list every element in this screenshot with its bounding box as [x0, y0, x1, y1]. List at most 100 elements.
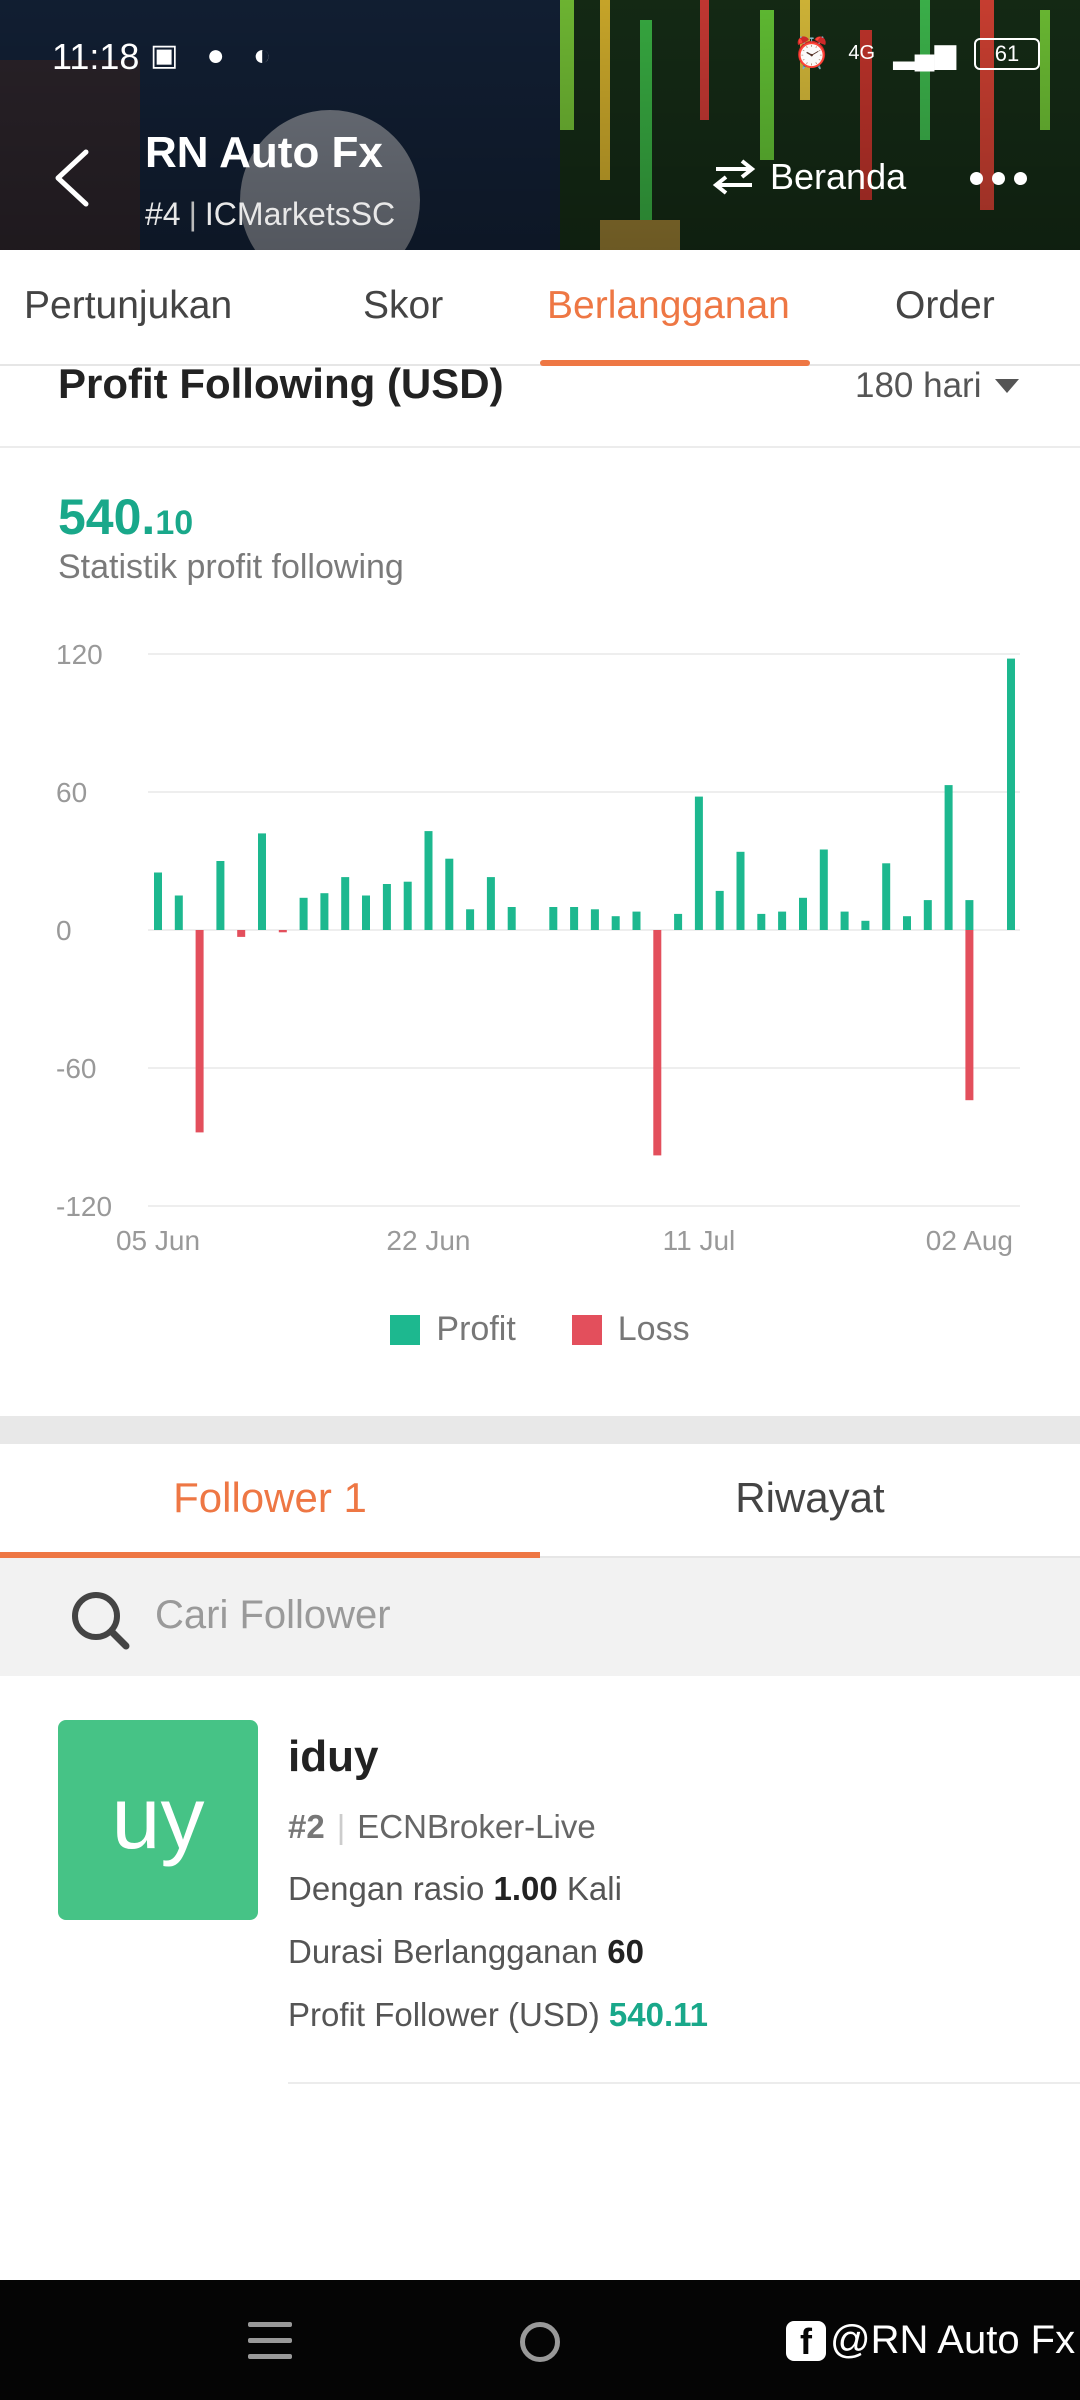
follower-rank: #2 [288, 1808, 325, 1845]
loss-bar [653, 930, 662, 1156]
tab-order[interactable]: Order [895, 284, 995, 327]
follower-profit-label: Profit Follower (USD) [288, 1996, 600, 2033]
header-background-image [0, 0, 1080, 250]
system-nav-bar: f @RN Auto Fx [0, 2280, 1080, 2400]
profit-bar [570, 907, 579, 930]
active-follower-tab-indicator [0, 1552, 540, 1558]
follower-duration: Durasi Berlangganan 60 [288, 1933, 644, 1971]
header-banner: 11:18 ▣ ● ◐ ⏰ 4G ▂▄▆ 61 RN Auto Fx #4 | IC… [0, 0, 1080, 250]
divider [288, 2082, 1080, 2084]
tab-riwayat[interactable]: Riwayat [735, 1474, 885, 1521]
chart-legend: Profit Loss [0, 1310, 1080, 1349]
profit-bar [362, 895, 370, 930]
legend-profit-swatch [390, 1314, 421, 1345]
section-title: Profit Following (USD) [58, 360, 504, 407]
divider [0, 446, 1080, 448]
profit-bar [382, 884, 391, 930]
profit-bar [299, 897, 308, 930]
profit-bar [611, 916, 620, 930]
y-tick-label: -120 [56, 1191, 112, 1222]
follower-name[interactable]: iduy [288, 1732, 379, 1781]
y-tick-label: 120 [56, 639, 103, 670]
profit-bar [216, 861, 225, 930]
profit-bar [840, 911, 849, 930]
profit-bar [736, 851, 745, 930]
profit-bar [778, 911, 787, 930]
recent-apps-button[interactable] [248, 2322, 292, 2362]
profit-bar [486, 877, 495, 930]
legend-profit[interactable]: Profit [390, 1310, 516, 1349]
profit-bar [882, 863, 891, 930]
profit-bar [715, 890, 724, 930]
loss-bar [278, 930, 287, 933]
x-tick-label: 05 Jun [116, 1225, 200, 1256]
home-circle-button[interactable] [520, 2322, 560, 2362]
follower-profit: Profit Follower (USD) 540.11 [288, 1996, 708, 2034]
swap-arrows-icon [712, 159, 756, 195]
profit-bar [466, 909, 475, 930]
profit-bar [694, 796, 703, 930]
profit-bar [923, 900, 932, 930]
provider-subtitle: #4 | ICMarketsSC [145, 196, 396, 232]
legend-loss-label: Loss [617, 1310, 690, 1348]
provider-rank: #4 [145, 196, 181, 232]
profit-bar [174, 895, 183, 930]
legend-loss-swatch [571, 1314, 602, 1345]
notification-icons: ▣ ● ◐ [150, 39, 282, 72]
profit-bar [154, 872, 162, 930]
x-tick-label: 11 Jul [663, 1225, 736, 1256]
tab-pertunjukan[interactable]: Pertunjukan [24, 284, 233, 327]
battery-icon: 61 [974, 37, 1040, 70]
legend-loss[interactable]: Loss [571, 1310, 690, 1349]
profit-bar [403, 881, 412, 930]
home-button[interactable]: Beranda [712, 156, 906, 198]
profit-bar [674, 913, 683, 930]
status-time: 11:18 [52, 36, 140, 77]
profit-bar [320, 893, 329, 930]
profit-bar [258, 833, 266, 930]
status-right-icons: ⏰ 4G ▂▄▆ 61 [793, 36, 1040, 71]
y-tick-label: -60 [56, 1053, 96, 1084]
back-button[interactable] [48, 148, 98, 208]
alarm-icon: ⏰ [793, 37, 831, 70]
profit-bar [632, 911, 641, 930]
follower-ratio: Dengan rasio 1.00 Kali [288, 1870, 622, 1908]
profit-total-decimal: 10 [155, 504, 194, 542]
caret-down-icon [995, 379, 1020, 393]
tab-berlangganan[interactable]: Berlangganan [547, 284, 790, 327]
avatar[interactable]: uy [58, 1720, 258, 1920]
watermark: f @RN Auto Fx [786, 2318, 1075, 2363]
profit-bar [799, 897, 807, 930]
profit-bar [445, 858, 454, 930]
search-bar [0, 1558, 1080, 1676]
tab-skor[interactable]: Skor [363, 284, 444, 327]
x-tick-label: 22 Jun [386, 1225, 470, 1256]
status-bar: 11:18 ▣ ● ◐ ⏰ 4G ▂▄▆ 61 [0, 28, 1080, 80]
y-tick-label: 0 [56, 915, 72, 946]
period-dropdown[interactable]: 180 hari [855, 366, 1020, 406]
ratio-value: 1.00 [493, 1870, 558, 1907]
active-tab-indicator [540, 360, 810, 366]
loss-bar [965, 930, 974, 1101]
facebook-icon: f [786, 2320, 826, 2362]
profit-bar [965, 900, 974, 930]
legend-profit-label: Profit [436, 1310, 516, 1348]
more-options-button[interactable] [970, 158, 1040, 198]
profit-bar [424, 831, 433, 930]
follower-broker: ECNBroker-Live [357, 1808, 596, 1845]
search-input[interactable] [155, 1580, 1035, 1650]
profit-bar [507, 907, 516, 930]
search-icon [72, 1592, 130, 1650]
duration-label: Durasi Berlangganan [288, 1933, 599, 1970]
profit-bar [903, 916, 911, 930]
y-tick-label: 60 [56, 777, 87, 808]
duration-value: 60 [607, 1933, 644, 1970]
profit-bar [341, 877, 350, 930]
profit-bar [944, 785, 953, 930]
profit-bar [549, 907, 558, 930]
watermark-text: @RN Auto Fx [830, 2318, 1076, 2362]
tab-follower[interactable]: Follower 1 [173, 1474, 367, 1521]
profit-caption: Statistik profit following [58, 548, 404, 586]
ratio-unit: Kali [566, 1870, 622, 1907]
